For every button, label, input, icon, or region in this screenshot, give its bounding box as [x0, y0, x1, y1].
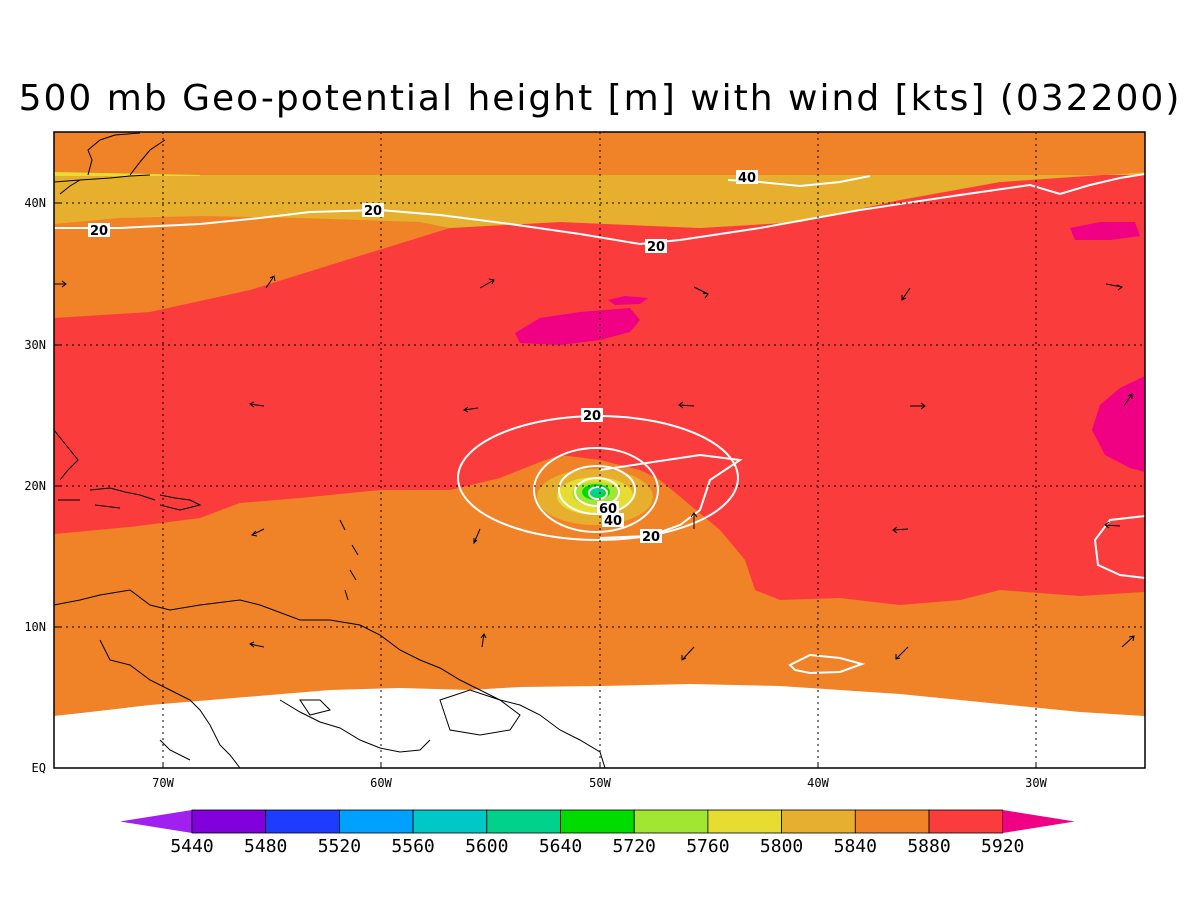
- graticule: [54, 132, 1145, 768]
- svg-text:20: 20: [647, 240, 665, 255]
- contour-label: 20: [362, 203, 384, 219]
- colorbar-box: [412, 809, 488, 834]
- latitude-label: EQ: [32, 761, 46, 775]
- latitude-label: 30N: [24, 338, 46, 352]
- height-cell-northeast: [1070, 222, 1140, 240]
- contour-label: 20: [640, 529, 662, 545]
- colorbar-label: 5480: [244, 836, 287, 857]
- latitude-label: 20N: [24, 479, 46, 493]
- svg-text:40: 40: [738, 171, 756, 186]
- wind-speed-contours: [54, 173, 1145, 675]
- contour-label: 40: [736, 170, 758, 186]
- colorbar-box: [707, 809, 783, 834]
- wind-vectors: [54, 275, 1135, 661]
- longitude-label: 60W: [370, 776, 392, 790]
- longitude-label: 40W: [807, 776, 829, 790]
- svg-text:20: 20: [90, 224, 108, 239]
- contour-label: 20: [645, 239, 667, 255]
- colorbar-label: 5560: [391, 836, 434, 857]
- latitude-label: 10N: [24, 620, 46, 634]
- colorbar-label: 5440: [170, 836, 213, 857]
- svg-text:20: 20: [364, 204, 382, 219]
- colorbar-label: 5800: [760, 836, 803, 857]
- contour-label: 20: [88, 223, 110, 239]
- colorbar-label: 5600: [465, 836, 508, 857]
- colorbar-label: 5880: [907, 836, 950, 857]
- colorbar-arrow-high: [1002, 810, 1075, 833]
- colorbar-box: [191, 809, 267, 834]
- colorbar-arrow-low: [120, 810, 192, 833]
- colorbar-label: 5720: [613, 836, 656, 857]
- height-cell-north: [515, 308, 640, 345]
- height-cell-north-small: [608, 296, 648, 305]
- latitude-label: 40N: [24, 196, 46, 210]
- contour-label: 40: [602, 513, 624, 529]
- colorbar-box: [633, 809, 709, 834]
- svg-text:20: 20: [583, 409, 601, 424]
- axis-ticks: [54, 202, 1037, 768]
- colorbar-label: 5920: [981, 836, 1024, 857]
- colorbar-box: [854, 809, 930, 834]
- colorbar-box: [781, 809, 856, 834]
- chart-title: 500 mb Geo-potential height [m] with win…: [18, 78, 1182, 119]
- longitude-label: 50W: [589, 776, 611, 790]
- coastlines: [54, 132, 606, 768]
- height-cell-east: [1092, 376, 1145, 472]
- height-band-5920: [54, 172, 1145, 605]
- svg-text:40: 40: [604, 514, 622, 529]
- height-field: [54, 132, 1145, 768]
- colorbar-label: 5760: [686, 836, 729, 857]
- colorbar-box: [486, 809, 561, 834]
- colorbar: 5440 5480 5520 5560 5600 5640 5720 5760 5800 5840…: [120, 809, 1075, 857]
- colorbar-box: [265, 809, 340, 834]
- longitude-label: 70W: [152, 776, 174, 790]
- colorbar-label: 5520: [318, 836, 361, 857]
- height-low-5640: [590, 487, 604, 497]
- colorbar-box: [338, 809, 414, 834]
- colorbar-label: 5640: [539, 836, 582, 857]
- colorbar-label: 5840: [834, 836, 877, 857]
- longitude-label: 30W: [1025, 776, 1047, 790]
- contour-labels: 40 20 20 20 20 60 40 20: [88, 170, 758, 545]
- contour-label: 20: [581, 408, 603, 424]
- svg-text:20: 20: [642, 530, 660, 545]
- colorbar-box: [928, 809, 1004, 834]
- colorbar-box: [560, 809, 635, 834]
